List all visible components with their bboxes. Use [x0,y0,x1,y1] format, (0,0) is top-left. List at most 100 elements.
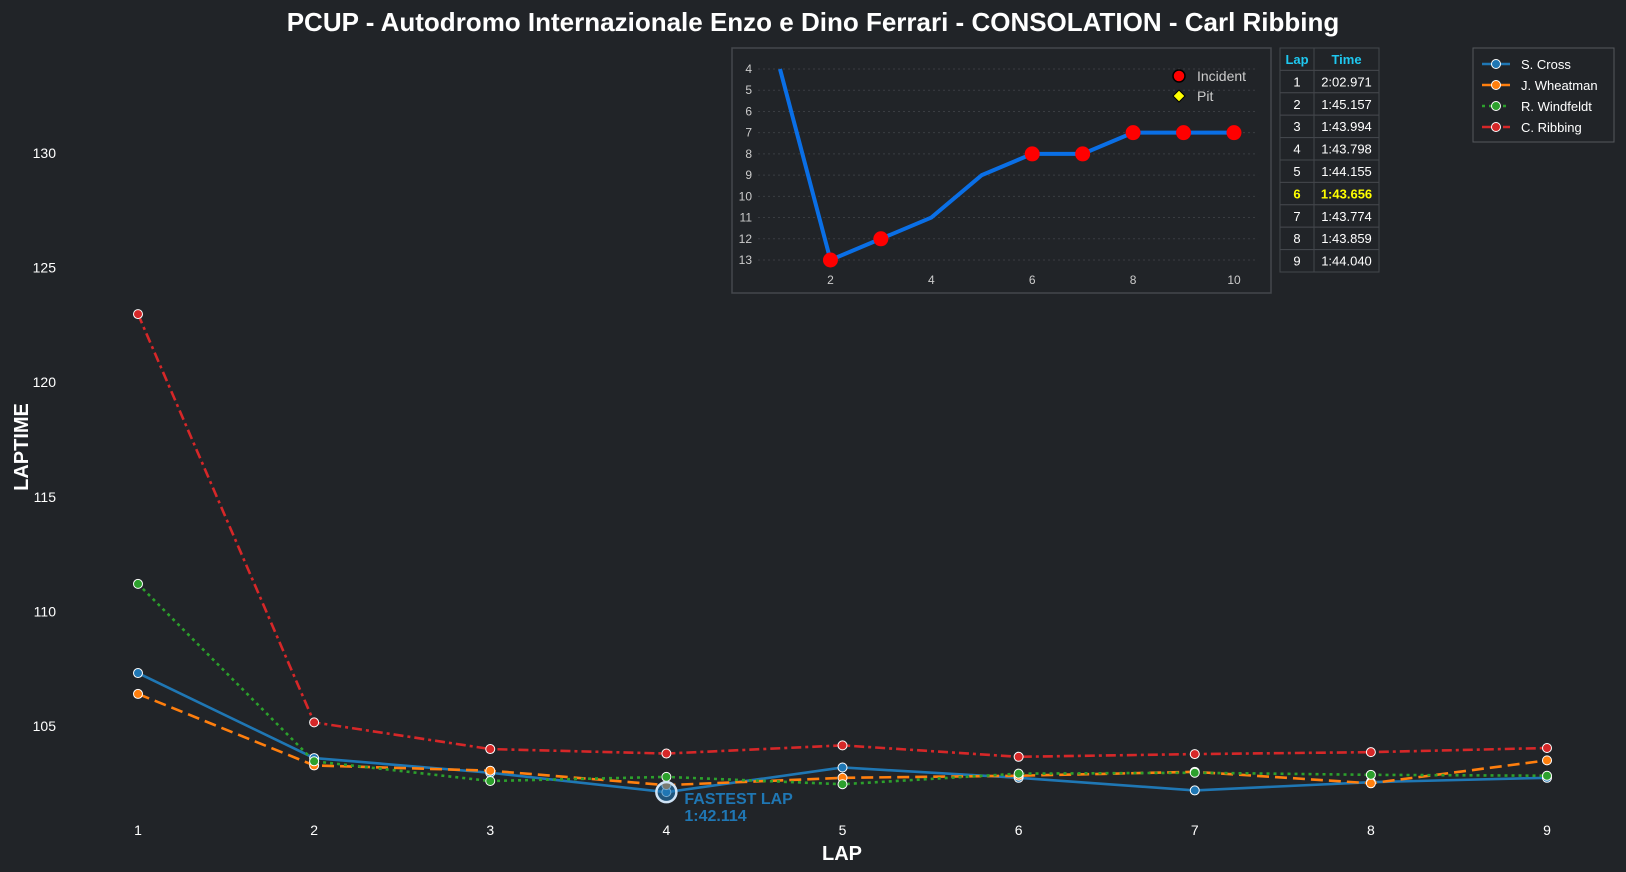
table-row: 7 1:43.774 [1279,204,1380,228]
x-tick-label: 6 [1015,822,1023,838]
inset-frame [731,47,1272,294]
inset-x-ticks: 2 4 6 8 10 [827,273,1241,287]
data-point [485,744,496,755]
lap-time-table: Lap Time 1 2:02.971 2 1:45.157 3 1:43.994 4 1:43.… [1279,47,1380,273]
incident-marker [822,252,838,268]
incident-marker [1226,125,1242,141]
data-point [837,740,848,751]
inset-x-tick-label: 10 [1227,273,1241,287]
data-point [1365,769,1376,780]
inset-y-tick-label: 10 [739,189,753,203]
fastest-lap-marker [655,780,678,804]
fastest-lap-label: FASTEST LAP [684,791,793,808]
y-tick-label: 115 [34,489,57,505]
lap-number: 9 [1293,254,1300,269]
inset-legend: Incident Pit [1172,68,1246,104]
data-point [309,756,320,767]
lap-number: 5 [1293,164,1300,179]
legend-marker [1491,80,1501,90]
x-ticks: 1 2 3 4 5 6 7 8 9 [134,822,1551,838]
data-point [133,688,143,699]
x-tick-label: 9 [1543,822,1551,838]
y-tick-label: 120 [33,374,57,390]
inset-y-tick-label: 12 [739,232,753,246]
legend-marker [1491,59,1501,69]
data-point [1013,751,1024,762]
y-tick-label: 105 [33,718,57,734]
series-c-ribbing [133,309,1552,762]
lap-time: 1:44.040 [1321,254,1372,269]
fastest-lap-time: 1:42.114 [684,808,746,825]
inset-y-tick-label: 6 [745,104,752,118]
lap-number: 4 [1293,142,1300,157]
incident-marker [1176,125,1192,141]
legend-item: S. Cross [1482,57,1571,72]
lap-time: 1:44.155 [1321,164,1372,179]
x-tick-label: 5 [839,822,847,838]
inset-position-line [778,68,1242,268]
lap-time: 1:45.157 [1321,97,1372,112]
position-inset: 4 5 6 7 8 9 10 11 12 13 2 4 6 8 10 Incident Pit [731,47,1272,294]
inset-x-tick-label: 6 [1029,273,1036,287]
table-row: 6 1:43.656 [1279,181,1380,206]
inset-y-tick-label: 13 [739,253,753,267]
data-point [1542,743,1552,754]
table-row: 2 1:45.157 [1279,92,1380,116]
incident-marker [1024,146,1040,162]
data-point [1013,768,1024,779]
data-point [1189,785,1200,796]
position-line [778,68,1234,263]
legend-item: J. Wheatman [1482,78,1598,93]
x-tick-label: 3 [486,822,494,838]
x-tick-label: 8 [1367,822,1375,838]
lap-time: 2:02.971 [1321,74,1372,89]
y-ticks: 105 110 115 120 125 130 [33,145,57,734]
data-point [1365,747,1376,758]
table-row: 5 1:44.155 [1279,159,1380,183]
table-row: 1 2:02.971 [1279,69,1380,94]
y-tick-label: 130 [33,145,57,161]
incident-marker [1075,146,1091,162]
y-axis-label: LAPTIME [11,403,33,491]
table-row: 4 1:43.798 [1279,137,1380,161]
data-point [661,748,672,759]
data-point [837,779,848,790]
inset-y-tick-label: 7 [745,126,752,140]
legend-item: R. Windfeldt [1482,99,1592,114]
legend-item: C. Ribbing [1482,120,1582,135]
lap-number: 3 [1293,119,1300,134]
x-tick-label: 1 [134,822,142,838]
lap-number: 8 [1293,231,1300,246]
lap-time: 1:43.994 [1321,119,1372,134]
data-point [309,717,320,728]
table-row: 9 1:44.040 [1279,249,1380,273]
lap-number: 7 [1293,209,1300,224]
data-point [133,668,143,679]
data-point [661,771,672,782]
series-r-windfeldt [133,578,1552,790]
lap-time: 1:43.798 [1321,142,1372,157]
data-point [133,578,143,589]
legend: S. Cross J. Wheatman R. Windfeldt C. Ribbin… [1472,47,1615,143]
lap-time: 1:43.656 [1321,186,1372,201]
x-axis-label: LAP [822,843,862,865]
inset-y-tick-label: 9 [745,168,752,182]
incident-legend-label: Incident [1197,68,1246,84]
legend-marker [1491,122,1501,132]
lap-time: 1:43.774 [1321,209,1372,224]
data-point [133,309,143,320]
data-point [485,776,496,787]
data-point [1365,778,1376,789]
lap-header: Lap [1285,52,1308,67]
inset-grid [758,68,1258,261]
legend-label: S. Cross [1521,57,1571,72]
chart-title: PCUP - Autodromo Internazionale Enzo e D… [287,7,1340,37]
lap-number: 6 [1293,186,1300,201]
inset-y-tick-label: 5 [745,83,752,97]
table-cell [1313,249,1380,273]
table-header: Lap Time [1279,47,1380,71]
lap-time: 1:43.859 [1321,231,1372,246]
legend-label: R. Windfeldt [1521,99,1592,114]
lap-number: 1 [1293,74,1300,89]
